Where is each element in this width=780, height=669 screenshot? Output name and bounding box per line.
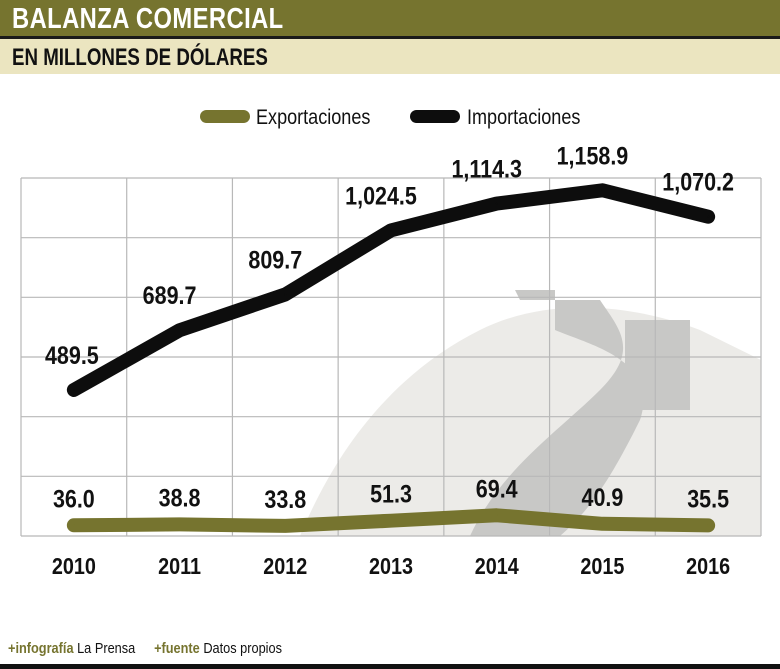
data-label: 33.8 [264, 485, 306, 513]
data-point [178, 329, 181, 332]
data-point [601, 189, 604, 192]
data-label: 69.4 [476, 475, 518, 503]
x-tick-label: 2011 [158, 554, 201, 580]
data-label: 38.8 [159, 484, 201, 512]
line-chart: 36.0 38.8 33.8 51.3 69.4 40.9 35.5 489.5 689.7 80… [20, 106, 762, 580]
data-label: 809.7 [248, 246, 302, 274]
data-point [284, 524, 287, 527]
x-tick-label: 2016 [686, 554, 730, 580]
data-label: 1,070.2 [662, 168, 734, 196]
chart-subtitle: EN MILLONES DE DÓLARES [12, 44, 268, 71]
data-label: 1,114.3 [451, 155, 522, 183]
data-point [495, 202, 498, 205]
credit-value: La Prensa [77, 640, 136, 657]
legend-swatch-1 [410, 110, 460, 123]
data-label: 689.7 [143, 282, 197, 310]
x-tick-label: 2010 [52, 554, 96, 580]
data-point [390, 229, 392, 232]
data-point [390, 519, 392, 522]
data-point [284, 293, 287, 296]
x-tick-label: 2015 [580, 554, 624, 580]
title-bar: BALANZA COMERCIAL [0, 0, 780, 39]
legend-label: Importaciones [467, 106, 581, 130]
legend-swatch-0 [200, 110, 250, 123]
data-point [72, 524, 75, 527]
x-tick-label: 2014 [475, 554, 519, 580]
data-point [601, 522, 604, 525]
data-point [495, 514, 498, 517]
credit-label: +infografía [8, 640, 74, 657]
data-label: 51.3 [370, 480, 412, 508]
data-point [707, 215, 710, 218]
data-point [707, 524, 710, 527]
data-label: 36.0 [53, 485, 95, 513]
bottom-bar [0, 664, 780, 669]
data-point [178, 523, 181, 526]
footer: +infografía La Prensa +fuente Datos prop… [8, 640, 282, 657]
data-label: 1,024.5 [345, 182, 417, 210]
data-label: 35.5 [687, 485, 729, 513]
legend-label: Exportaciones [256, 106, 371, 130]
wall-tower-icon [625, 320, 690, 410]
data-label: 1,158.9 [557, 142, 629, 170]
chart-title: BALANZA COMERCIAL [12, 3, 284, 35]
source-label: +fuente [154, 640, 200, 657]
data-point [72, 388, 75, 391]
x-tick-label: 2012 [263, 554, 307, 580]
data-label: 40.9 [582, 483, 624, 511]
data-label: 489.5 [45, 341, 99, 369]
x-tick-label: 2013 [369, 554, 413, 580]
source-value: Datos propios [203, 640, 282, 657]
great-wall-icon [470, 290, 644, 536]
subtitle-bar: EN MILLONES DE DÓLARES [0, 39, 780, 74]
